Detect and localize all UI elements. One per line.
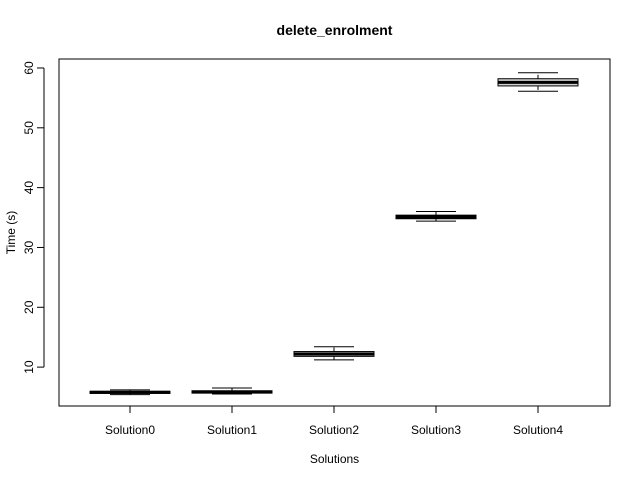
y-axis: 10 20 30 40 50 60 [22, 61, 45, 374]
x-tick-label: Solution0 [105, 423, 155, 437]
box-solution2 [293, 346, 375, 361]
x-tick-label: Solution1 [207, 423, 257, 437]
y-tick-label: 30 [22, 240, 36, 254]
y-tick-label: 10 [22, 360, 36, 374]
box-solution1 [191, 387, 273, 395]
x-tick-label: Solution2 [309, 423, 359, 437]
y-axis-label: Time (s) [4, 211, 18, 255]
x-axis-label: Solutions [310, 452, 359, 466]
box-solution0 [89, 389, 171, 396]
y-tick-label: 60 [22, 61, 36, 75]
box-series [89, 72, 579, 396]
x-tick-label: Solution4 [513, 423, 563, 437]
y-tick-label: 20 [22, 300, 36, 314]
box-solution4 [497, 72, 579, 92]
x-tick-label: Solution3 [411, 423, 461, 437]
x-axis: Solution0 Solution1 Solution2 Solution3 Solu… [105, 405, 563, 437]
y-tick-label: 40 [22, 181, 36, 195]
y-tick-label: 50 [22, 121, 36, 135]
chart-title: delete_enrolment [277, 22, 393, 38]
box-solution3 [395, 211, 477, 222]
